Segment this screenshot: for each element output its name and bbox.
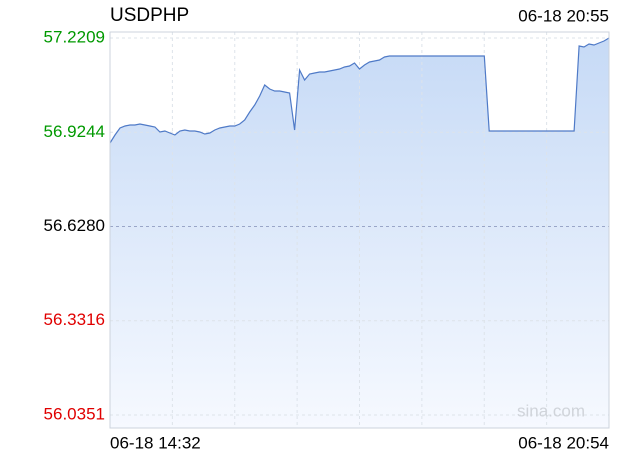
- x-tick-label: 06-18 20:54: [518, 433, 609, 452]
- y-tick-label: 57.2209: [44, 27, 105, 46]
- x-tick-label: 06-18 14:32: [110, 433, 201, 452]
- plot-frame: [109, 31, 610, 429]
- y-tick-label: 56.6280: [44, 216, 105, 235]
- y-tick-label: 56.0351: [44, 404, 105, 423]
- watermark: sina.com: [517, 401, 585, 420]
- y-tick-label: 56.9244: [44, 122, 105, 141]
- timestamp: 06-18 20:55: [518, 6, 609, 25]
- chart-title: USDPHP: [110, 5, 189, 26]
- y-tick-label: 56.3316: [44, 310, 105, 329]
- price-line: [109, 37, 610, 144]
